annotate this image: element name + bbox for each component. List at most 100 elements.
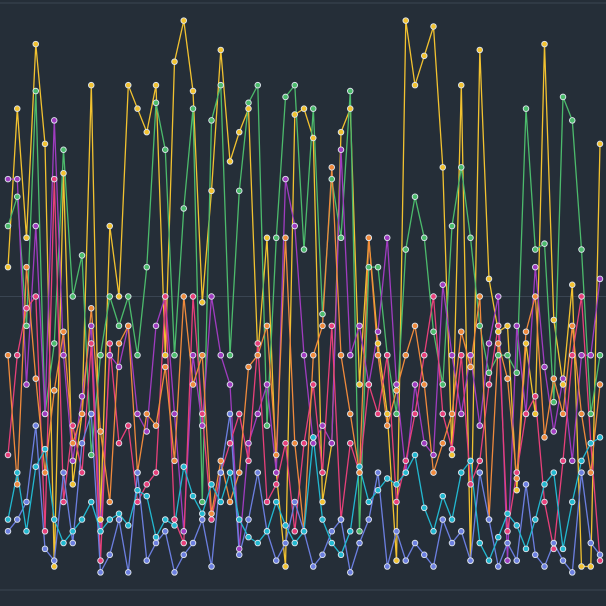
data-point — [476, 457, 484, 465]
data-point — [106, 222, 113, 230]
data-point — [32, 87, 40, 95]
data-point — [189, 351, 197, 359]
data-point — [273, 498, 280, 506]
data-point — [282, 440, 289, 447]
data-point — [51, 563, 58, 570]
data-point — [60, 469, 67, 476]
data-point — [41, 528, 49, 535]
data-point — [78, 252, 86, 259]
data-point — [458, 528, 465, 535]
data-point — [337, 234, 345, 242]
data-point — [4, 222, 12, 230]
data-point — [448, 410, 456, 418]
data-point — [32, 40, 40, 48]
data-point — [161, 363, 169, 371]
data-point — [23, 263, 30, 271]
data-point — [263, 422, 271, 429]
data-point — [411, 322, 419, 330]
data-point — [319, 516, 326, 523]
data-point — [171, 569, 178, 576]
data-point — [411, 381, 419, 388]
data-point — [51, 175, 58, 183]
data-point — [559, 410, 567, 418]
data-point — [41, 140, 49, 148]
data-point — [476, 422, 484, 429]
data-point — [198, 299, 206, 306]
data-point — [374, 328, 382, 335]
data-point — [402, 469, 410, 476]
data-point — [439, 440, 447, 447]
data-point — [189, 492, 197, 500]
data-point — [245, 105, 252, 112]
data-point — [134, 498, 141, 506]
data-point — [208, 510, 215, 517]
data-point — [458, 328, 465, 335]
data-point — [532, 551, 539, 559]
data-point — [522, 105, 530, 112]
data-point — [180, 551, 187, 559]
data-point — [282, 175, 289, 183]
data-point — [180, 17, 187, 24]
data-point — [143, 128, 150, 136]
data-point — [587, 440, 595, 447]
data-point — [310, 440, 317, 447]
data-point — [134, 469, 141, 476]
data-point — [161, 528, 169, 535]
data-point — [208, 293, 215, 300]
data-point — [402, 457, 410, 465]
data-point — [60, 351, 67, 359]
data-point — [402, 246, 410, 253]
data-point — [226, 469, 234, 476]
data-point — [291, 440, 299, 447]
data-point — [180, 205, 187, 212]
data-point — [13, 516, 21, 523]
data-point — [319, 322, 326, 330]
data-point — [310, 105, 317, 112]
data-point — [87, 304, 95, 312]
data-point — [161, 351, 169, 359]
data-point — [578, 351, 585, 359]
data-point — [384, 351, 391, 359]
data-point — [522, 328, 530, 335]
data-point — [23, 234, 30, 242]
data-point — [365, 516, 373, 523]
data-point — [504, 510, 511, 517]
data-point — [161, 516, 169, 523]
data-point — [587, 469, 595, 476]
data-point — [180, 539, 187, 547]
data-point — [439, 381, 447, 388]
data-point — [356, 539, 363, 547]
data-point — [578, 293, 585, 300]
data-point — [97, 351, 104, 359]
data-point — [467, 457, 474, 465]
data-point — [78, 469, 86, 476]
data-point — [273, 469, 280, 476]
data-point — [217, 46, 224, 54]
data-point — [448, 539, 456, 547]
data-point — [485, 557, 493, 564]
data-point — [485, 340, 493, 347]
data-point — [337, 146, 345, 153]
data-point — [291, 498, 299, 506]
data-point — [124, 569, 132, 576]
data-point — [51, 340, 58, 347]
data-point — [374, 263, 382, 271]
data-point — [310, 381, 317, 388]
data-point — [189, 87, 197, 95]
data-point — [337, 128, 345, 136]
data-point — [356, 463, 363, 470]
data-point — [235, 516, 243, 523]
data-point — [171, 522, 178, 529]
data-point — [97, 428, 104, 435]
data-point — [245, 99, 252, 107]
data-point — [402, 351, 410, 359]
data-point — [87, 81, 95, 89]
data-point — [60, 328, 67, 335]
data-point — [596, 381, 604, 388]
data-point — [171, 516, 178, 523]
data-point — [217, 469, 224, 476]
data-point — [254, 81, 261, 89]
data-point — [550, 545, 558, 553]
data-point — [41, 445, 49, 453]
